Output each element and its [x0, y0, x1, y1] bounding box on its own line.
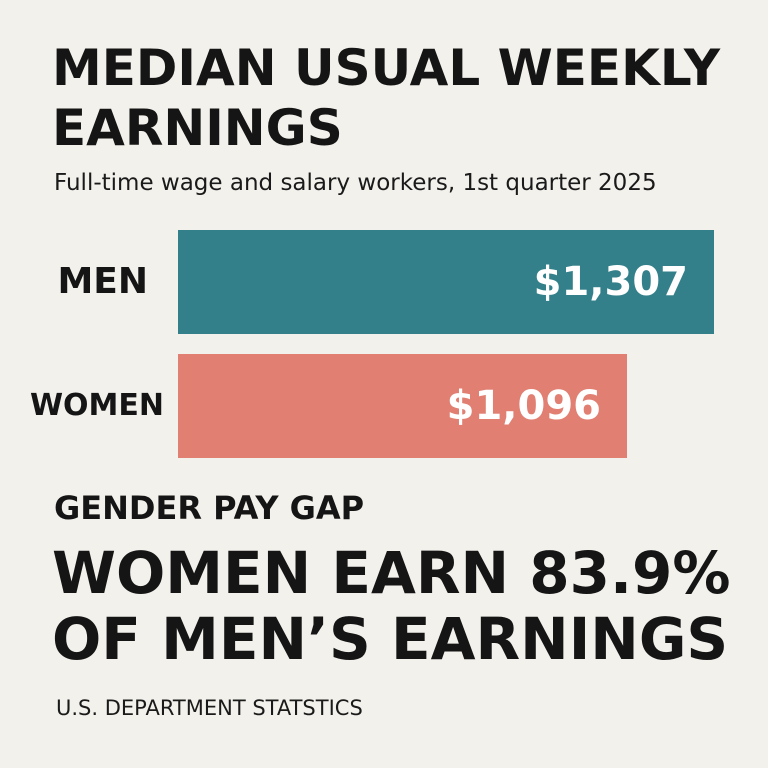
source-note: U.S. DEPARTMENT STATSTICS [56, 696, 363, 720]
gap-statement-line-2: OF MEN’S EARNINGS [52, 605, 729, 673]
gap-statement: WOMEN EARN 83.9% OF MEN’S EARNINGS [52, 540, 752, 672]
bar-women: $1,096 [178, 354, 627, 458]
gap-heading: GENDER PAY GAP [54, 489, 365, 527]
bar-chart: MEN $1,307 WOMEN $1,096 [0, 220, 768, 470]
gap-statement-line-1: WOMEN EARN 83.9% [52, 539, 731, 607]
bar-men: $1,307 [178, 230, 714, 334]
data-label-women: $1,096 [446, 383, 601, 429]
chart-title-line-2: EARNINGS [52, 99, 343, 157]
data-label-men: $1,307 [533, 259, 688, 305]
chart-title-line-1: MEDIAN USUAL WEEKLY [52, 39, 721, 97]
category-label-men: MEN [57, 261, 148, 302]
chart-title: MEDIAN USUAL WEEKLY EARNINGS [52, 38, 732, 158]
category-label-women: WOMEN [29, 388, 164, 423]
chart-subtitle: Full-time wage and salary workers, 1st q… [54, 170, 657, 196]
